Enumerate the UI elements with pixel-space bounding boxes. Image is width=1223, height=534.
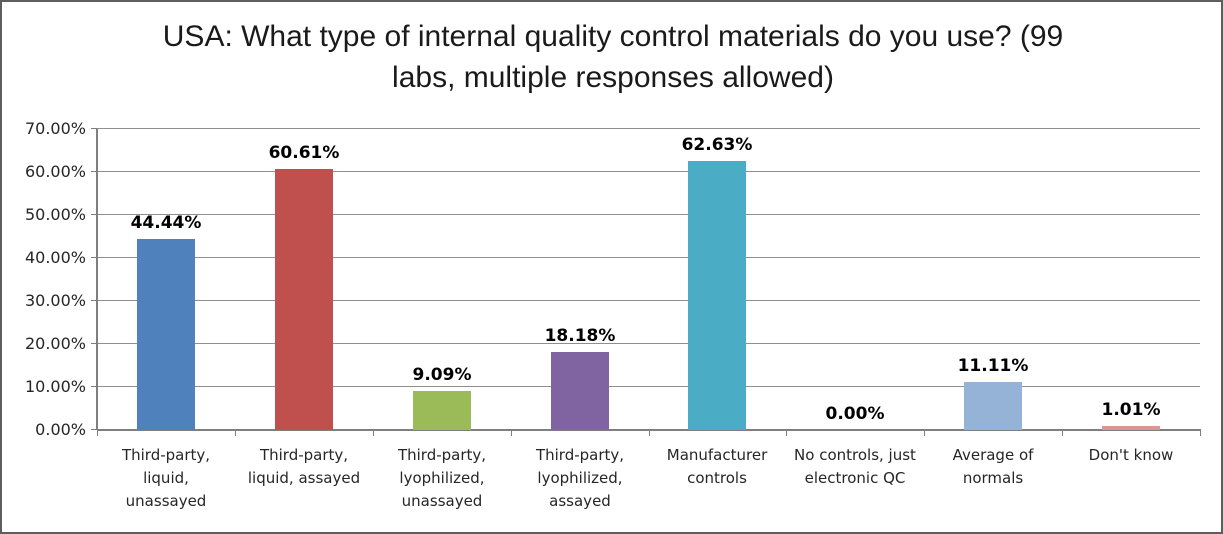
y-axis-tick	[91, 343, 97, 344]
x-axis-tick	[649, 430, 650, 436]
gridline	[97, 171, 1200, 172]
y-axis-tick-label: 40.00%	[24, 248, 86, 267]
gridline	[97, 343, 1200, 344]
x-axis-tick	[235, 430, 236, 436]
y-axis-tick	[91, 171, 97, 172]
bar-value-label: 0.00%	[825, 404, 885, 424]
bar	[551, 352, 609, 430]
category-label: Third-party, lyophilized, unassayed	[397, 446, 487, 510]
x-axis-tick	[511, 430, 512, 436]
category-label: Third-party, liquid, unassayed	[121, 446, 211, 510]
bar	[688, 161, 746, 430]
y-axis-tick-label: 30.00%	[24, 291, 86, 310]
bar-value-label: 44.44%	[130, 213, 202, 233]
y-axis-tick-label: 70.00%	[24, 119, 86, 138]
x-axis-tick	[1200, 430, 1201, 436]
bar	[413, 391, 471, 430]
chart-title: USA: What type of internal quality contr…	[162, 20, 1064, 94]
y-axis-tick-label: 10.00%	[24, 377, 86, 396]
gridline	[97, 214, 1200, 215]
bar-value-label: 9.09%	[412, 365, 472, 385]
category-label: Third-party, lyophilized, assayed	[535, 446, 625, 510]
bar-value-label: 62.63%	[681, 135, 753, 155]
y-axis-tick-label: 20.00%	[24, 334, 86, 353]
x-axis-tick	[924, 430, 925, 436]
bar	[964, 382, 1022, 430]
y-axis-line	[96, 129, 98, 430]
category-label: Third-party, liquid, assayed	[247, 446, 361, 487]
y-axis-tick-label: 60.00%	[24, 162, 86, 181]
y-axis-tick	[91, 128, 97, 129]
gridline	[97, 386, 1200, 387]
gridline	[97, 300, 1200, 301]
bar-value-label: 1.01%	[1101, 400, 1161, 420]
x-axis-tick	[786, 430, 787, 436]
y-axis-tick	[91, 214, 97, 215]
bar	[1102, 426, 1160, 430]
x-axis-tick	[373, 430, 374, 436]
y-axis-tick	[91, 257, 97, 258]
bar	[137, 239, 195, 430]
bar-value-label: 18.18%	[544, 326, 616, 346]
y-axis-tick-label: 50.00%	[24, 205, 86, 224]
gridline	[97, 257, 1200, 258]
y-axis-tick	[91, 386, 97, 387]
bar	[275, 169, 333, 430]
category-label: No controls, just electronic QC	[794, 446, 916, 487]
gridline	[97, 128, 1200, 129]
category-label: Manufacturer controls	[666, 446, 768, 487]
y-axis-tick-label: 0.00%	[35, 420, 86, 439]
y-axis-tick	[91, 300, 97, 301]
x-axis-tick	[1062, 430, 1063, 436]
y-axis-tick	[91, 429, 97, 430]
x-axis-tick	[97, 430, 98, 436]
bar-value-label: 11.11%	[957, 356, 1029, 376]
bar-value-label: 60.61%	[268, 143, 340, 163]
category-label: Average of normals	[952, 446, 1034, 487]
category-label: Don't know	[1088, 446, 1174, 464]
